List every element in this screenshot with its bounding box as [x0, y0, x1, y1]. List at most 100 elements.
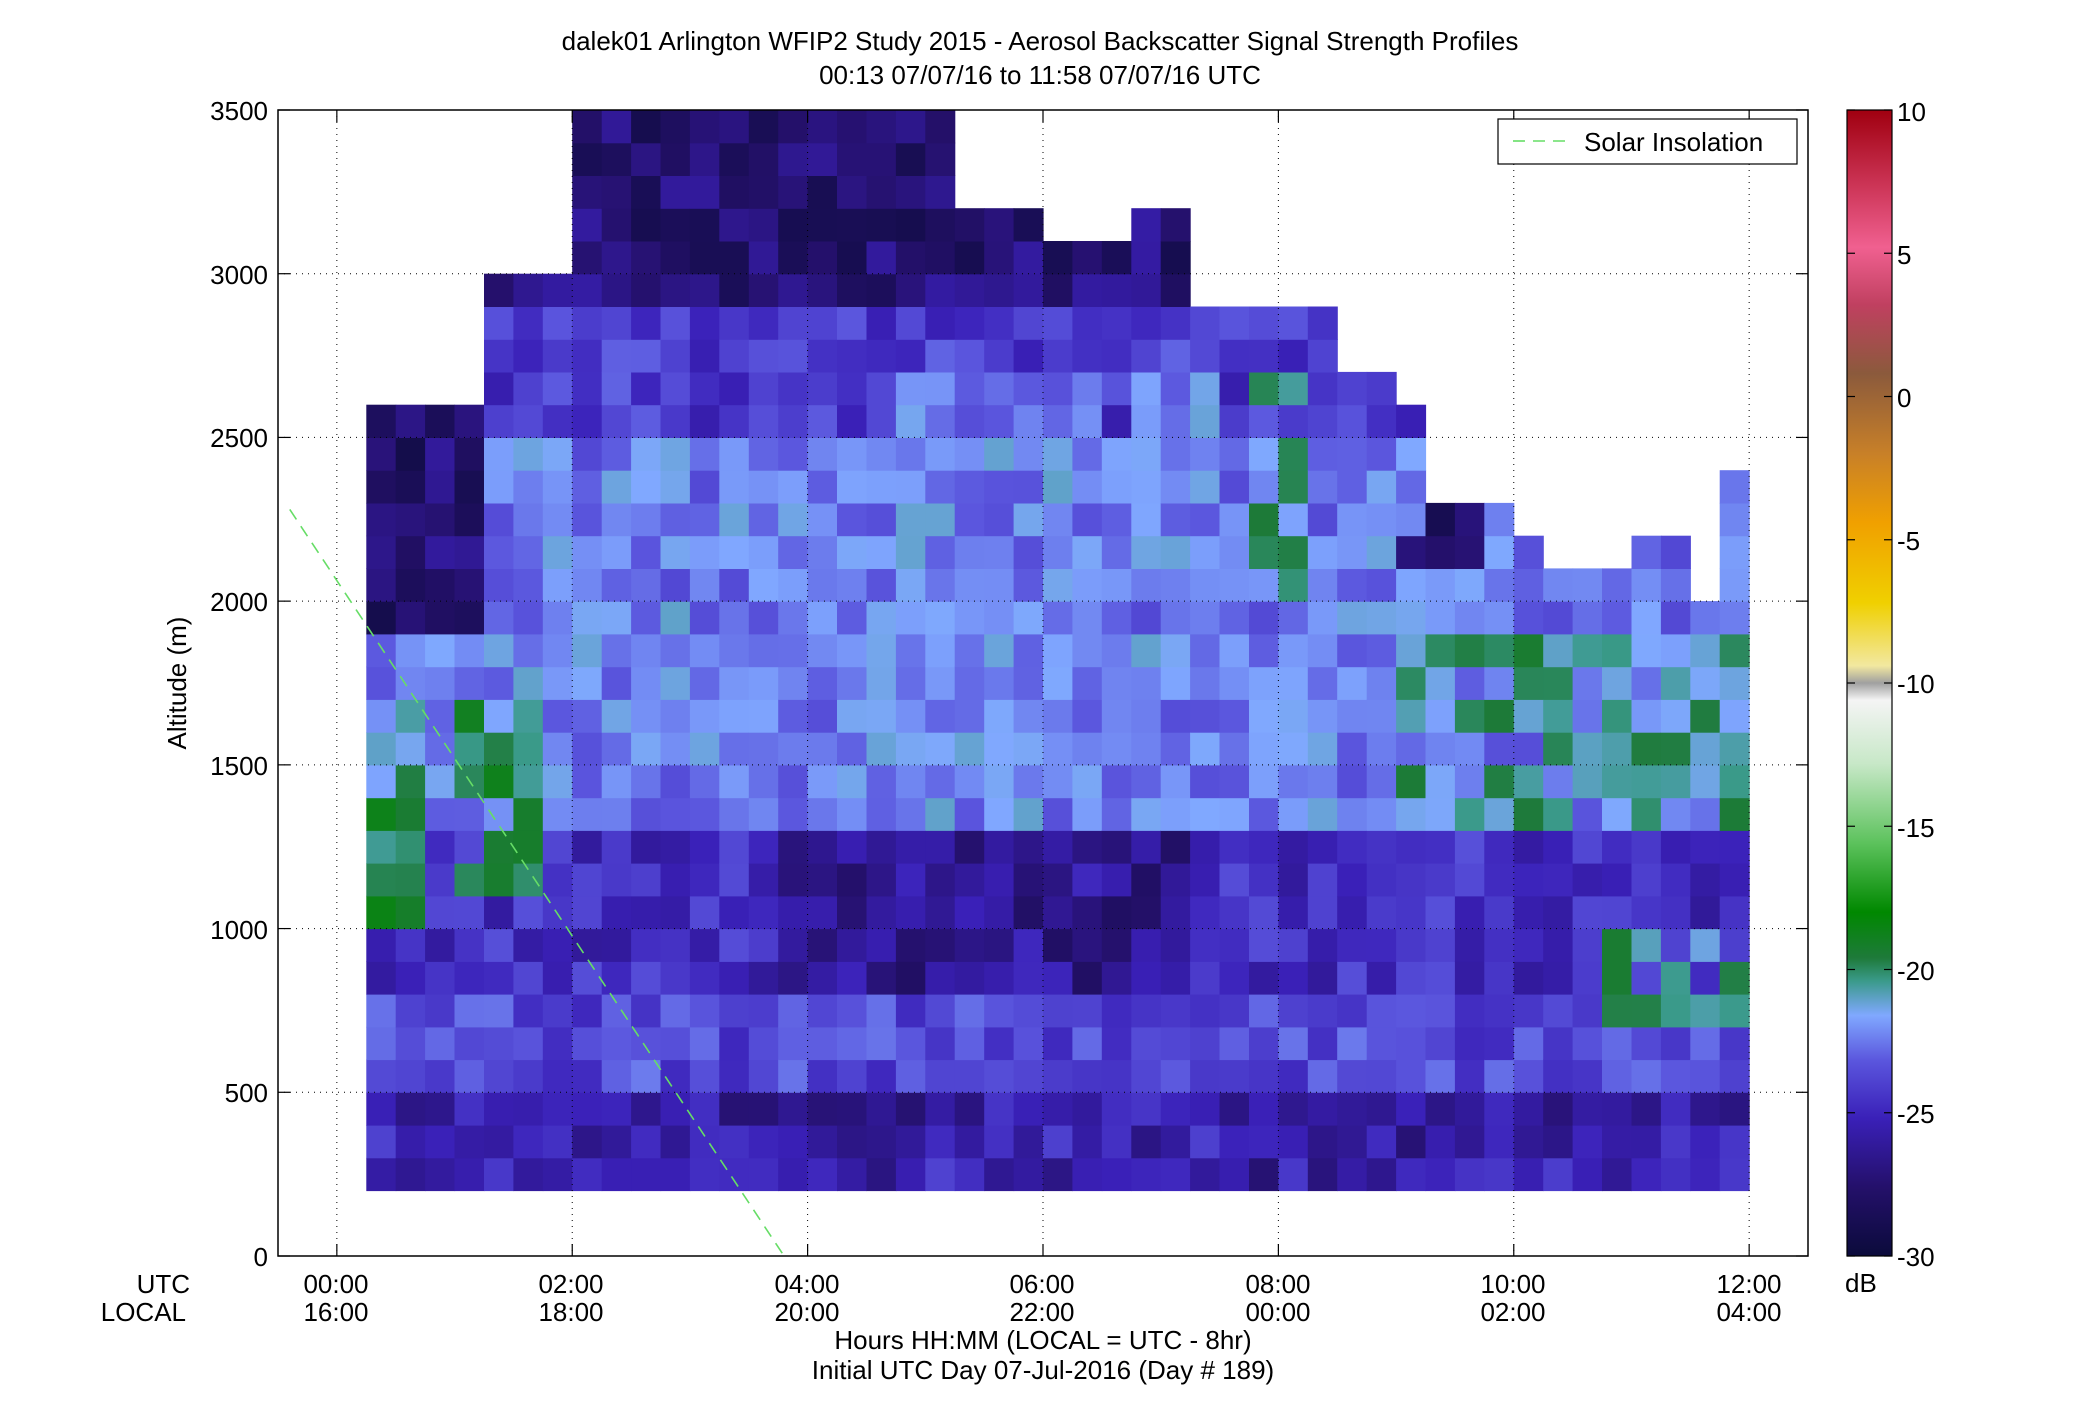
heatmap-cell [395, 568, 426, 602]
heatmap-cell [866, 1092, 897, 1126]
heatmap-cell [601, 404, 632, 438]
heatmap-cell [748, 1092, 779, 1126]
heatmap-cell [1160, 764, 1191, 799]
heatmap-cell [1337, 994, 1368, 1028]
heatmap-cell [1396, 928, 1427, 962]
heatmap-cell [1396, 1026, 1427, 1061]
heatmap-cell [631, 797, 662, 831]
heatmap-cell [1249, 863, 1279, 897]
heatmap-cell [572, 601, 603, 635]
heatmap-cell [719, 863, 750, 897]
heatmap-cell [572, 1092, 603, 1126]
heatmap-cell [1572, 1092, 1603, 1126]
x-tick-label-local: 22:00 [1009, 1297, 1074, 1327]
heatmap-cell [601, 764, 632, 799]
heatmap-cell [1454, 1026, 1485, 1061]
heatmap-cell [542, 1059, 573, 1093]
heatmap-cell [484, 797, 514, 831]
heatmap-cell [1719, 928, 1750, 962]
heatmap-cell [1602, 1157, 1632, 1192]
heatmap-cell [925, 994, 956, 1028]
heatmap-cell [925, 339, 956, 373]
heatmap-cell [1160, 273, 1191, 307]
heatmap-cell [1454, 830, 1485, 864]
colorbar-tick-label: -15 [1897, 813, 1935, 843]
heatmap-cell [1013, 895, 1044, 930]
heatmap-cell [778, 1092, 809, 1126]
heatmap-cell [1307, 601, 1338, 635]
heatmap-cell [954, 961, 985, 995]
heatmap-cell [1072, 241, 1103, 275]
heatmap-cell [1660, 633, 1691, 668]
heatmap-cell [1513, 1125, 1544, 1159]
heatmap-cell [748, 1125, 779, 1159]
heatmap-cell [1219, 1059, 1250, 1093]
heatmap-cell [778, 928, 809, 962]
heatmap-cell [1602, 699, 1632, 733]
heatmap-cell [1425, 764, 1456, 799]
heatmap-cell [807, 273, 838, 307]
heatmap-cell [984, 273, 1015, 307]
heatmap-cell [689, 371, 720, 406]
heatmap-cell [689, 1026, 720, 1061]
local-row-label: LOCAL [101, 1297, 186, 1327]
heatmap-cell [1160, 994, 1191, 1028]
heatmap-cell [366, 666, 397, 700]
heatmap-cell [837, 1092, 867, 1126]
heatmap-cell [1660, 863, 1691, 897]
heatmap-cell [1219, 568, 1250, 602]
heatmap-cell [1660, 1059, 1691, 1093]
heatmap-cell [1072, 830, 1103, 864]
heatmap-cell [1013, 764, 1044, 799]
heatmap-cell [689, 568, 720, 602]
heatmap-cell [366, 1092, 397, 1126]
heatmap-cell [837, 535, 867, 569]
heatmap-cell [1454, 1125, 1485, 1159]
heatmap-cell [1160, 1092, 1191, 1126]
heatmap-cell [748, 110, 779, 144]
heatmap-cell [778, 502, 809, 537]
heatmap-cell [1013, 568, 1044, 602]
heatmap-cell [1190, 666, 1221, 700]
x-tick-label-local: 02:00 [1480, 1297, 1545, 1327]
heatmap-cell [807, 666, 838, 700]
heatmap-cell [925, 142, 956, 176]
heatmap-cell [601, 1026, 632, 1061]
heatmap-cell [1249, 830, 1279, 864]
heatmap-cell [1660, 830, 1691, 864]
heatmap-cell [984, 797, 1015, 831]
heatmap-cell [1631, 601, 1662, 635]
heatmap-cell [542, 601, 573, 635]
heatmap-cell [954, 666, 985, 700]
colorbar-tick-label: -20 [1897, 956, 1935, 986]
heatmap-cell [748, 470, 779, 504]
heatmap-cell [748, 666, 779, 700]
heatmap-cell [513, 699, 544, 733]
heatmap-cell [513, 306, 544, 340]
heatmap-cell [1396, 830, 1427, 864]
heatmap-cell [1278, 502, 1309, 537]
heatmap-cell [660, 1059, 691, 1093]
heatmap-cell [837, 568, 867, 602]
heatmap-cell [395, 1026, 426, 1061]
heatmap-cell [807, 339, 838, 373]
heatmap-cell [1543, 1026, 1574, 1061]
heatmap-cell [1190, 928, 1221, 962]
heatmap-cell [837, 895, 867, 930]
heatmap-cell [1366, 666, 1397, 700]
heatmap-cell [1160, 339, 1191, 373]
heatmap-cell [689, 175, 720, 209]
heatmap-cell [1043, 1092, 1073, 1126]
heatmap-cell [1366, 470, 1397, 504]
heatmap-cell [1101, 306, 1132, 340]
heatmap-cell [1307, 797, 1338, 831]
heatmap-cell [1660, 1092, 1691, 1126]
heatmap-cell [689, 142, 720, 176]
heatmap-cell [778, 961, 809, 995]
heatmap-cell [1131, 633, 1162, 668]
heatmap-cell [1396, 699, 1427, 733]
heatmap-cell [1101, 994, 1132, 1028]
heatmap-cell [1396, 404, 1427, 438]
heatmap-cell [1013, 1157, 1044, 1192]
heatmap-cell [1160, 404, 1191, 438]
